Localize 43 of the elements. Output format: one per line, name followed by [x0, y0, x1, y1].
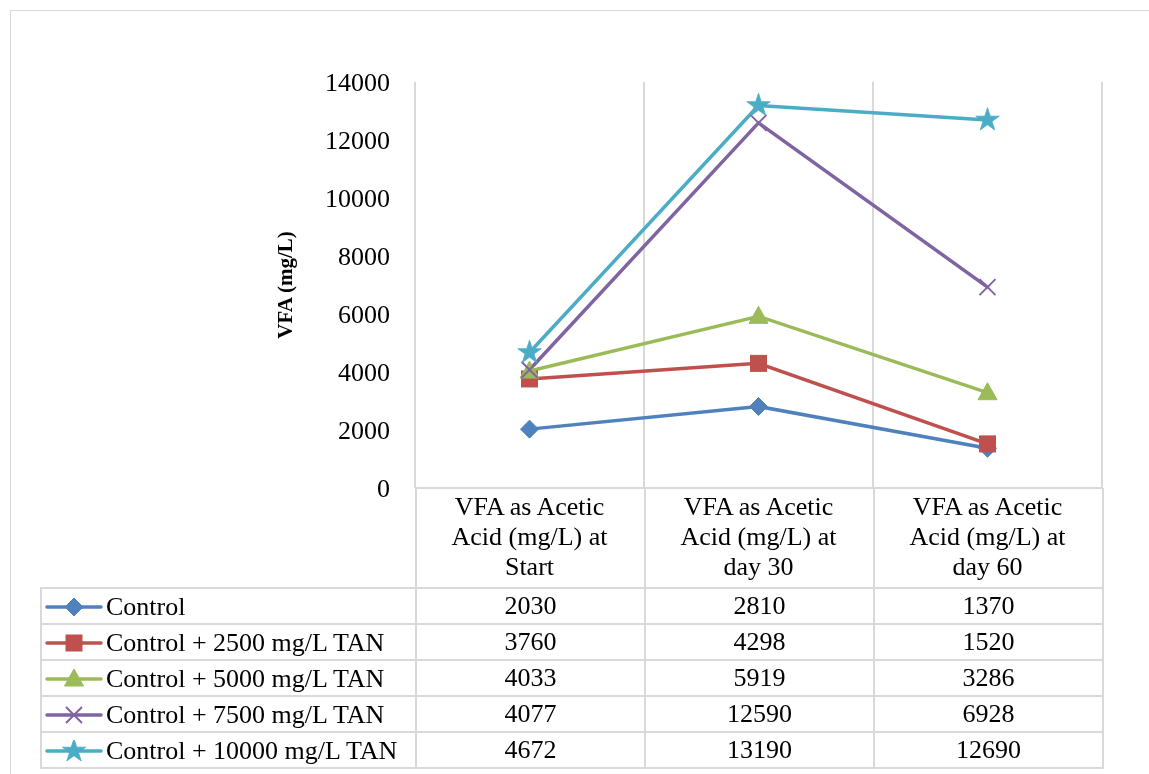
y-tick-label: 10000 — [325, 184, 390, 214]
y-tick-label: 0 — [377, 474, 390, 504]
y-tick-label: 14000 — [325, 68, 390, 98]
y-axis-title: VFA (mg/L) — [273, 231, 297, 339]
legend-label: Control + 5000 mg/L TAN — [106, 664, 385, 694]
data-label: 3760 — [416, 624, 645, 660]
x-tick-label: VFA as Acetic Acid (mg/L) at day 30 — [680, 492, 838, 581]
point — [746, 92, 771, 116]
data-label: 2030 — [416, 588, 645, 624]
point — [749, 397, 768, 417]
point — [748, 305, 769, 324]
point — [979, 435, 996, 453]
data-label: 12590 — [645, 696, 874, 732]
point — [517, 339, 542, 363]
data-label: 4672 — [416, 732, 645, 768]
point — [750, 354, 767, 372]
data-label: 5919 — [645, 660, 874, 696]
data-label: 13190 — [645, 732, 874, 768]
x-tick-label: VFA as Acetic Acid (mg/L) at day 60 — [909, 492, 1067, 581]
point — [520, 419, 539, 439]
y-tick-label: 4000 — [338, 358, 390, 388]
data-label: 4077 — [416, 696, 645, 732]
y-tick-label: 12000 — [325, 126, 390, 156]
data-label: 3286 — [874, 660, 1103, 696]
point — [975, 107, 1000, 131]
legend-label: Control + 10000 mg/L TAN — [106, 736, 398, 766]
data-label: 12690 — [874, 732, 1103, 768]
data-label: 2810 — [645, 588, 874, 624]
data-label: 4298 — [645, 624, 874, 660]
data-label: 1370 — [874, 588, 1103, 624]
legend-label: Control + 2500 mg/L TAN — [106, 628, 385, 658]
point — [977, 382, 998, 401]
y-tick-label: 6000 — [338, 300, 390, 330]
legend-label: Control + 7500 mg/L TAN — [106, 700, 385, 730]
legend-label: Control — [106, 592, 186, 622]
point — [749, 113, 768, 132]
point — [978, 278, 997, 297]
x-tick-label: VFA as Acetic Acid (mg/L) at Start — [451, 492, 609, 581]
data-label: 6928 — [874, 696, 1103, 732]
data-label: 1520 — [874, 624, 1103, 660]
y-tick-label: 8000 — [338, 242, 390, 272]
data-label: 4033 — [416, 660, 645, 696]
y-tick-label: 2000 — [338, 416, 390, 446]
